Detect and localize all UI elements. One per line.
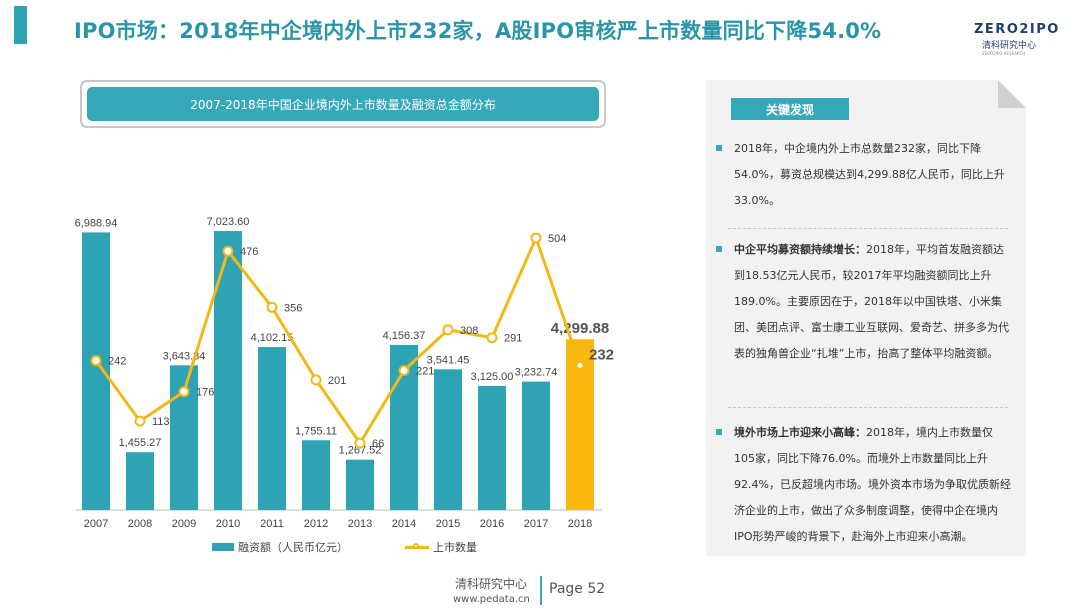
bar-value-label: 3,125.00 [471,371,514,383]
line-value-label: 176 [196,387,214,399]
page-number: Page 52 [549,581,606,597]
bar-value-label: 1,455.27 [119,437,162,449]
legend-bar-label: 融资额（人民币亿元） [238,541,348,554]
footer-org: 清科研究中心 [455,577,528,591]
key-findings-header: 关键发现 [731,98,849,120]
line-point-2011 [266,301,278,313]
legend-line-swatch [405,542,429,549]
line-value-label: 221 [416,366,434,378]
bar-2012 [302,440,330,510]
line-point-2012 [310,374,322,386]
page-fold-corner [998,80,1026,108]
finding-3-text: 2018年，境内上市数量仅105家，同比下降76.0%。而境外上市数量同比上升9… [734,426,1011,543]
zero2ipo-logo: ZERO2IPO 清科研究中心 ZERO2IPO RESEARCH [974,22,1064,58]
line-value-label: 356 [284,302,302,314]
x-tick-label: 2010 [216,518,240,530]
x-tick-label: 2011 [260,518,284,530]
ipo-chart: 2007 6,988.94 2008 1,455.27 2009 3,643.34 2010… [75,216,614,530]
line-point-2013 [354,437,366,449]
bar-2008 [126,452,154,510]
finding-1-text: 2018年，中企境内外上市总数量232家，同比下降54.0%，募资总规模达到4,… [734,142,1005,207]
legend-bar-swatch [212,543,234,551]
line-series-upcount [94,236,582,445]
x-tick-label: 2018 [568,518,592,530]
line-value-label: 291 [504,333,522,345]
bullet-icon [716,429,722,435]
x-tick-label: 2013 [348,518,372,530]
bullet-icon [716,145,722,151]
finding-2: 中企平均募资额持续增长：2018年，平均首发融资额达到18.53亿元人民币，较2… [716,237,1012,367]
line-point-2008 [134,415,146,427]
line-value-label: 232 [589,346,614,363]
line-value-label: 308 [460,325,478,337]
bar-2016 [478,385,506,510]
chart-title: 2007-2018年中国企业境内外上市数量及融资总金额分布 [87,87,599,121]
bar-value-label: 4,156.37 [383,330,426,342]
logo-chinese-name: 清科研究中心 [982,41,1037,51]
line-point-2014 [398,365,410,377]
bar-value-label: 6,988.94 [75,217,118,229]
x-tick-label: 2007 [84,518,108,530]
x-tick-label: 2016 [480,518,504,530]
line-value-label: 476 [240,246,258,258]
bar-value-label: 3,232.74 [515,367,558,379]
logo-tagline: ZERO2IPO RESEARCH [982,51,1026,56]
bar-value-label: 3,541.45 [427,354,470,366]
bullet-icon [716,246,722,252]
bar-value-label: 1,755.11 [295,425,337,437]
bar-2015 [434,369,462,510]
page-title: IPO市场：2018年中企境内外上市232家，A股IPO审核严上市数量同比下降5… [74,19,882,43]
bar-2013 [346,459,374,510]
legend-line-label: 上市数量 [433,541,477,554]
legend-bar-item: 融资额（人民币亿元） [212,539,348,555]
legend-line-item: 上市数量 [405,539,477,555]
x-tick-label: 2012 [304,518,328,530]
x-tick-label: 2009 [172,518,196,530]
bar-value-label: 3,643.34 [163,350,206,362]
bar-value-label: 4,299.88 [551,320,609,337]
finding-3: 境外市场上市迎来小高峰：2018年，境内上市数量仅105家，同比下降76.0%。… [716,420,1012,550]
x-tick-label: 2017 [524,518,548,530]
bar-value-label: 4,102.15 [251,332,294,344]
finding-1: 2018年，中企境内外上市总数量232家，同比下降54.0%，募资总规模达到4,… [716,136,1012,214]
key-findings-panel: 关键发现 2018年，中企境内外上市总数量232家，同比下降54.0%，募资总规… [706,80,1026,556]
x-tick-label: 2014 [392,518,416,530]
line-point-2010 [222,245,234,257]
line-value-label: 242 [108,356,126,368]
finding-2-heading: 中企平均募资额持续增长： [734,243,866,256]
logo-wordmark: ZERO2IPO [974,22,1060,37]
footer-separator [540,576,542,605]
bar-2017 [522,381,550,510]
bar-2010 [214,231,242,510]
line-value-label: 113 [152,416,170,428]
divider [728,407,1008,408]
title-accent-bar [14,6,27,44]
line-point-2016 [486,332,498,344]
x-tick-label: 2015 [436,518,460,530]
bar-2011 [258,347,286,510]
finding-3-heading: 境外市场上市迎来小高峰： [734,426,866,439]
footer-url: www.pedata.cn [453,594,530,605]
bar-2007 [82,232,110,510]
bar-value-label: 7,023.60 [207,216,250,228]
line-point-2007 [90,355,102,367]
line-point-2015 [442,324,454,336]
bar-value-label: 1,267.52 [339,445,382,457]
line-point-2017 [530,232,542,244]
x-tick-label: 2008 [128,518,152,530]
line-point-2018 [577,362,583,368]
chart-title-box: 2007-2018年中国企业境内外上市数量及融资总金额分布 [80,80,606,128]
divider [728,228,1008,229]
line-value-label: 504 [548,233,566,245]
line-point-2009 [178,386,190,398]
line-value-label: 66 [372,438,384,450]
finding-2-text: 2018年，平均首发融资额达到18.53亿元人民币，较2017年平均融资额同比上… [734,243,1009,360]
line-value-label: 201 [328,375,346,387]
